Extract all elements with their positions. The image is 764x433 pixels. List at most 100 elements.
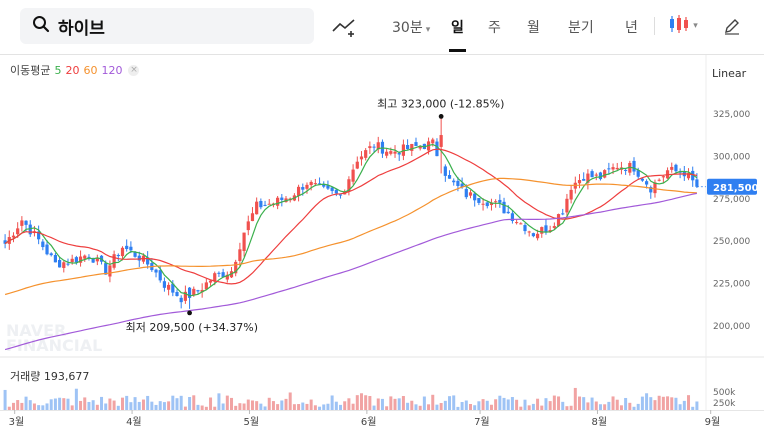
volume-bar: [326, 403, 330, 410]
price-tick-label: 325,000: [713, 110, 750, 120]
candlestick-icon: [668, 14, 690, 38]
volume-tick-label: 500k: [713, 388, 736, 398]
volume-bar: [498, 395, 502, 410]
candle-body: [582, 178, 586, 181]
volume-bar: [523, 399, 527, 410]
volume-bar: [485, 400, 489, 410]
candle-body: [385, 151, 389, 156]
volume-bar: [347, 398, 351, 410]
volume-bar: [209, 397, 213, 410]
volume-bar: [477, 401, 481, 410]
volume-bar: [666, 396, 670, 410]
candle-body: [485, 202, 489, 207]
volume-bar: [682, 400, 686, 410]
volume-bar: [410, 400, 414, 410]
ma60-label: 60: [83, 63, 98, 77]
volume-bar: [649, 397, 653, 410]
chart-type-select[interactable]: ▾: [666, 15, 700, 37]
candle-body: [519, 223, 523, 225]
volume-bar: [158, 401, 162, 410]
volume-bar: [225, 395, 229, 410]
high-marker: [438, 113, 444, 119]
search-box[interactable]: 하이브: [20, 8, 314, 44]
tab-quarter[interactable]: 분기: [568, 20, 594, 36]
candle-body: [397, 153, 401, 155]
candle-body: [234, 261, 238, 274]
candle-body: [640, 178, 644, 181]
x-tick-label: 6월: [361, 416, 377, 428]
candle-body: [41, 241, 45, 248]
volume-bar: [590, 397, 594, 410]
volume-bar: [464, 400, 468, 410]
tab-day[interactable]: 일: [449, 17, 466, 52]
interval-select[interactable]: 30분 ▾: [392, 17, 430, 37]
candle-body: [154, 269, 158, 273]
volume-bar: [401, 396, 405, 410]
price-chart[interactable]: 325,000 300,000 275,000 250,000 225,000 200,0…: [0, 55, 764, 433]
candle-body: [158, 270, 162, 281]
candle-body: [24, 220, 28, 225]
volume-bar: [527, 405, 531, 410]
tab-week[interactable]: 주: [488, 20, 501, 36]
candle-body: [255, 201, 259, 215]
candle-body: [351, 169, 355, 182]
candle-body: [376, 142, 380, 150]
volume-bar: [37, 405, 41, 410]
volume-title: 거래량: [10, 370, 41, 383]
candle-body: [406, 144, 410, 150]
volume-bar: [334, 401, 338, 410]
candle-body: [590, 171, 594, 178]
x-tick-label: 4월: [126, 416, 142, 428]
candle-body: [531, 233, 535, 237]
candle-body: [11, 235, 16, 238]
tab-month[interactable]: 월: [527, 20, 540, 36]
scale-toggle[interactable]: Linear: [712, 67, 747, 80]
volume-bar: [385, 406, 389, 410]
tab-year[interactable]: 년: [625, 20, 638, 36]
candle-body: [246, 221, 250, 231]
volume-bar: [372, 405, 376, 410]
volume-bar: [343, 401, 347, 410]
volume-bar: [603, 404, 607, 410]
candle-body: [586, 173, 590, 183]
candle-body: [70, 258, 74, 263]
volume-bar: [95, 404, 99, 410]
price-tick-label: 250,000: [713, 237, 750, 247]
volume-bar: [288, 392, 292, 410]
candle-body: [221, 272, 225, 277]
price-tick-label: 300,000: [713, 152, 750, 162]
volume-bar: [246, 399, 250, 410]
volume-bar: [615, 399, 619, 410]
volume-bar: [188, 397, 192, 410]
current-price-tag: [707, 178, 757, 195]
volume-bar: [70, 405, 74, 410]
candle-body: [464, 188, 468, 198]
watermark-line-2: FINANCIAL: [6, 336, 102, 355]
candle-body: [510, 213, 515, 222]
candle-body: [473, 193, 477, 201]
volume-bar: [695, 401, 699, 410]
volume-bar: [578, 396, 582, 410]
candle-body: [242, 232, 246, 252]
close-icon[interactable]: ×: [128, 64, 140, 76]
volume-bar: [242, 403, 246, 410]
volume-bar: [628, 402, 632, 410]
candle-body: [477, 198, 481, 203]
volume-bar: [213, 406, 217, 410]
volume-bar: [536, 398, 540, 410]
candle-body: [561, 213, 565, 215]
volume-bar: [473, 405, 477, 410]
volume-bar: [183, 406, 187, 410]
candle-body: [447, 175, 452, 179]
candle-body: [309, 181, 313, 186]
candle-body: [200, 289, 204, 293]
candle-body: [636, 170, 640, 177]
volume-bar: [167, 401, 171, 410]
pencil-icon[interactable]: [722, 16, 742, 36]
volume-bar: [154, 404, 158, 410]
volume-bar: [267, 397, 271, 410]
search-query[interactable]: 하이브: [58, 18, 105, 39]
current-price-label: 281,500: [713, 183, 759, 194]
compare-chart-icon[interactable]: [332, 16, 358, 38]
volume-bar: [62, 398, 66, 410]
